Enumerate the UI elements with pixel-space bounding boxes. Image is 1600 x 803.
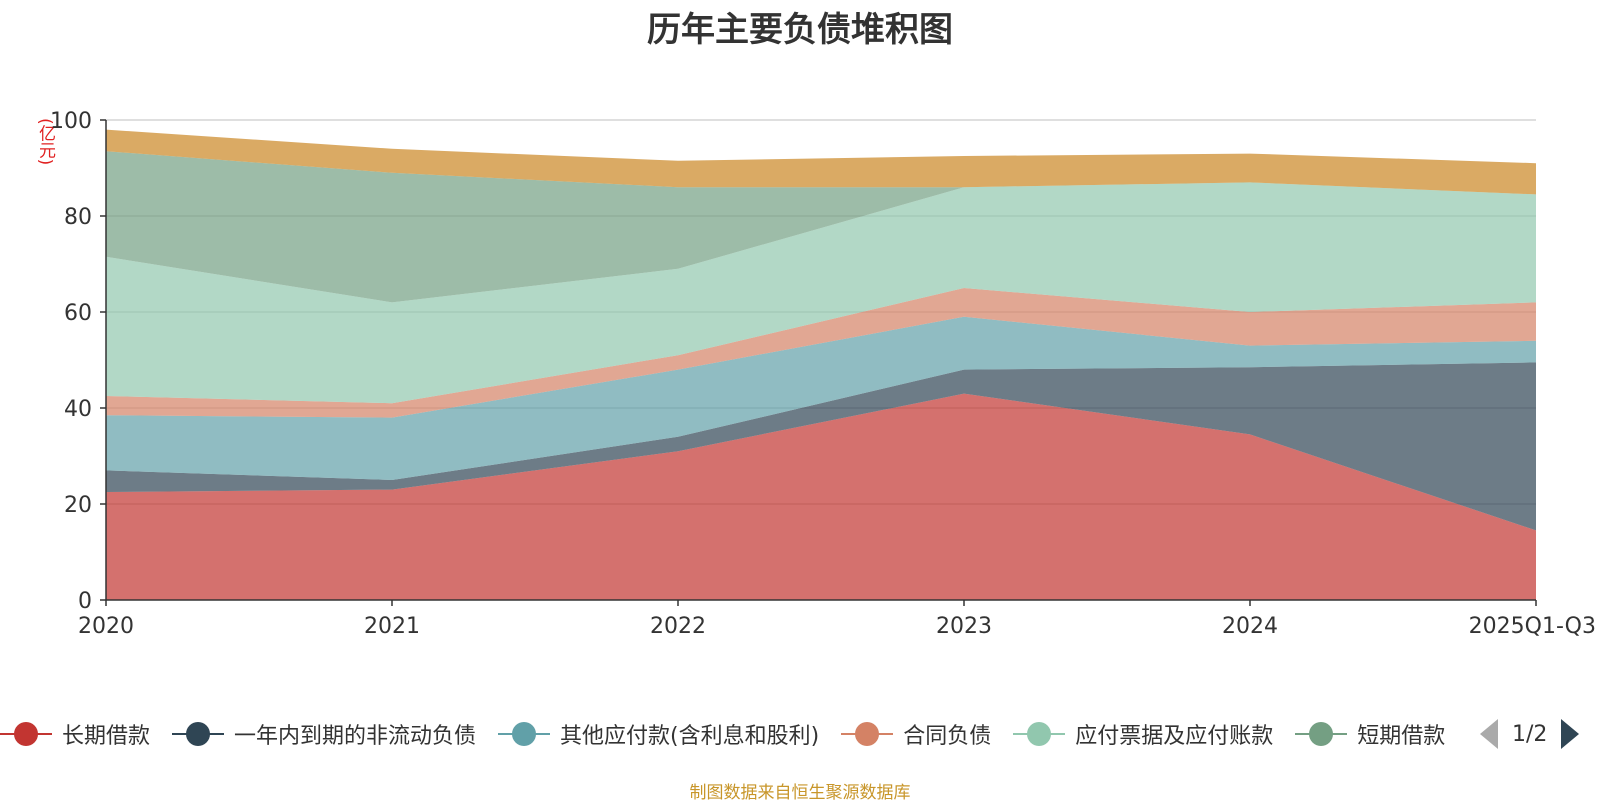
y-tick-label: 100 — [50, 109, 92, 134]
legend-label: 应付票据及应付账款 — [1075, 724, 1274, 749]
y-axis-unit-label: (亿元) — [35, 118, 55, 166]
y-tick-label: 40 — [64, 397, 92, 422]
legend-pager: 1/2 — [1480, 716, 1580, 752]
x-tick-label: 2024 — [1222, 614, 1278, 639]
legend-item[interactable]: 应付票据及应付账款 — [1013, 718, 1273, 750]
legend-label: 一年内到期的非流动负债 — [234, 724, 477, 749]
x-tick-label: 2023 — [936, 614, 992, 639]
area-series-3 — [106, 288, 1536, 418]
x-tick-label: 2025Q1-Q3 — [1469, 614, 1596, 639]
area-series-6 — [106, 129, 1536, 195]
legend-marker-icon — [498, 722, 551, 746]
legend-page-indicator: 1/2 — [1512, 721, 1548, 747]
chart-title: 历年主要负债堆积图 — [647, 10, 953, 50]
legend-item[interactable]: 短期借款 — [1295, 718, 1445, 750]
tick-labels: 0 20 40 60 80 100 2020 2021 2022 2023 2024 2025Q1-Q… — [50, 109, 1596, 639]
legend-label: 其他应付款(含利息和股利) — [560, 724, 820, 749]
area-series-5 — [106, 151, 1536, 303]
area-series-0 — [106, 393, 1536, 600]
y-tick-label: 20 — [64, 493, 92, 518]
legend-marker-icon — [841, 722, 894, 746]
legend-marker-icon — [1013, 722, 1066, 746]
legend-label: 合同负债 — [903, 724, 992, 749]
stacked-area-chart: 0 20 40 60 80 100 2020 2021 2022 2023 2024 2025Q1-Q… — [50, 109, 1596, 639]
y-tick-label: 0 — [78, 589, 92, 614]
area-series-1 — [106, 362, 1536, 531]
legend-item[interactable]: 其他应付款(含利息和股利) — [498, 718, 819, 750]
legend-next-page-icon[interactable] — [1561, 719, 1580, 749]
source-note: 制图数据来自恒生聚源数据库 — [689, 783, 911, 803]
legend-item[interactable]: 长期借款 — [0, 718, 150, 750]
x-tick-label: 2020 — [78, 614, 134, 639]
legend-prev-page-icon[interactable] — [1480, 719, 1498, 749]
legend-label: 短期借款 — [1357, 724, 1446, 749]
x-tick-label: 2022 — [650, 614, 706, 639]
legend-marker-icon — [1295, 722, 1348, 746]
legend-item[interactable]: 合同负债 — [841, 718, 991, 750]
legend: 长期借款 一年内到期的非流动负债 其他应付款(含利息和股利) 合同负债 应付票据及应付账… — [0, 716, 1478, 752]
area-series — [106, 129, 1536, 600]
x-tick-label: 2021 — [364, 614, 420, 639]
legend-label: 长期借款 — [62, 724, 151, 749]
legend-item[interactable]: 一年内到期的非流动负债 — [172, 718, 476, 750]
legend-marker-icon — [0, 722, 52, 746]
axes — [100, 119, 1537, 606]
y-tick-label: 60 — [64, 301, 92, 326]
area-series-2 — [106, 316, 1536, 480]
legend-marker-icon — [172, 722, 225, 746]
y-tick-label: 80 — [64, 205, 92, 230]
area-series-4 — [106, 182, 1536, 404]
